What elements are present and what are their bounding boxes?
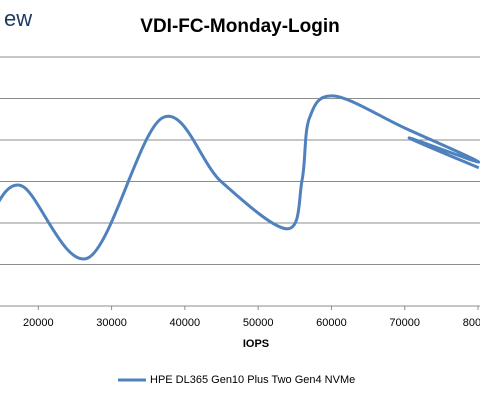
legend-label: HPE DL365 Gen10 Plus Two Gen4 NVMe xyxy=(150,374,355,386)
plot-area xyxy=(0,94,480,261)
x-tick-label: 60000 xyxy=(316,317,347,329)
x-tick-label: 30000 xyxy=(96,317,127,329)
chart-title: VDI-FC-Monday-Login xyxy=(140,16,339,37)
grid xyxy=(0,56,480,307)
x-axis-label: IOPS xyxy=(243,338,269,350)
logo-text: ew xyxy=(4,6,32,31)
x-tick-label: 50000 xyxy=(243,317,274,329)
series-line xyxy=(0,94,480,261)
legend: HPE DL365 Gen10 Plus Two Gen4 NVMe xyxy=(118,374,355,386)
x-tick-label: 20000 xyxy=(23,317,54,329)
x-tick-label: 40000 xyxy=(170,317,201,329)
x-tick-label: 80000 xyxy=(463,317,480,329)
x-ticks: 20000 30000 40000 50000 60000 70000 80000 xyxy=(23,306,480,329)
x-tick-label: 70000 xyxy=(389,317,420,329)
